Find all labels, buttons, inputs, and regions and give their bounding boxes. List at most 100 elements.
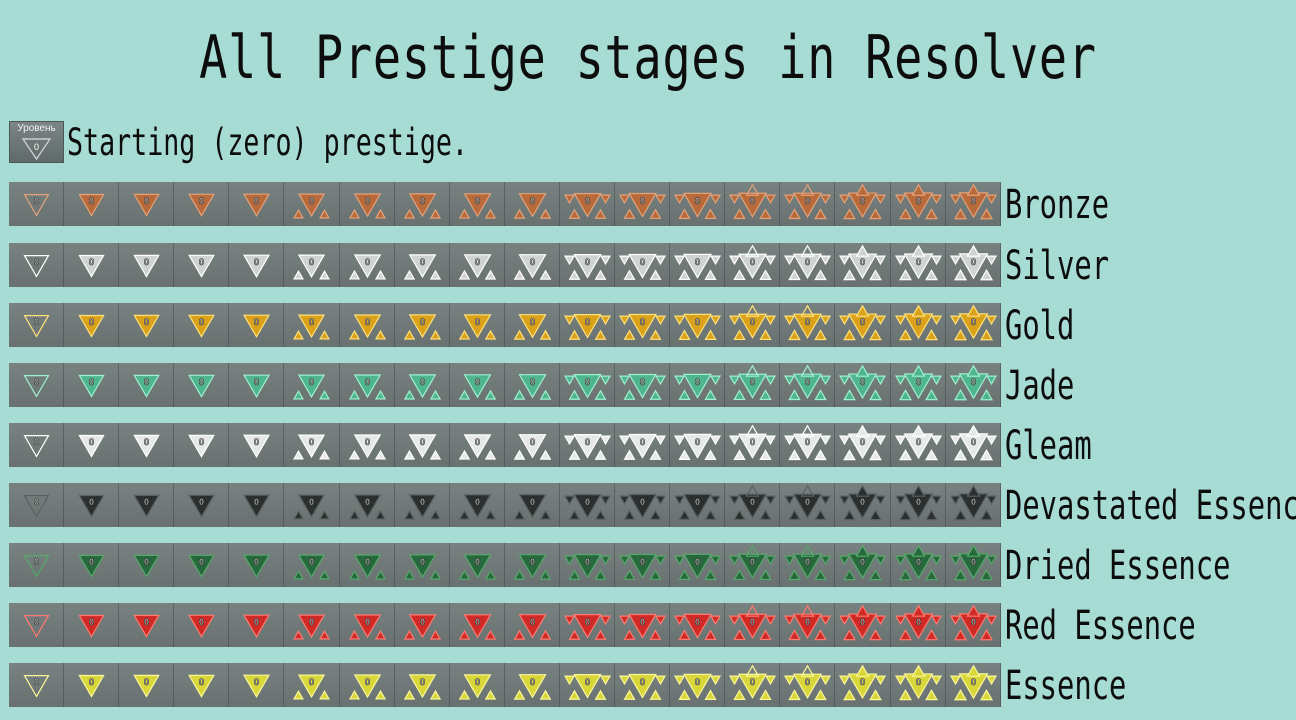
prestige-emblem-icon: 0 [188,554,216,578]
prestige-stage-icon: 0 [64,182,120,226]
level-number: 0 [971,677,976,687]
level-number: 0 [971,437,976,447]
level-number: 0 [695,437,700,447]
level-number: 0 [420,497,425,507]
prestige-emblem-icon: 0 [403,434,441,460]
level-number: 0 [971,257,976,267]
prestige-stage-icon: 0 [945,182,1001,226]
level-number: 0 [34,617,39,627]
prestige-stage-icon: 0 [559,663,616,707]
prestige-stage-icon: 0 [670,243,726,287]
prestige-stage-strip: 0 0 0 0 0 0 0 0 0 0 0 0 0 0 0 0 0 0 [9,483,1002,527]
level-number: 0 [860,497,865,507]
level-number: 0 [860,317,865,327]
prestige-stage-icon: 0 [615,543,671,587]
prestige-emblem-icon: 0 [23,555,50,578]
prestige-stage-icon: 0 [780,182,836,226]
prestige-stage-icon: 0 [835,303,891,347]
prestige-stage-icon: 0 [174,543,230,587]
prestige-emblem-icon: 0 [458,554,496,580]
prestige-stage-icon: 0 [504,423,560,467]
level-number: 0 [971,617,976,627]
prestige-stage-icon: 0 [64,303,120,347]
prestige-stage-icon: 0 [284,483,340,527]
level-number: 0 [475,437,480,447]
level-number: 0 [640,196,645,206]
level-number: 0 [365,557,370,567]
prestige-emblem-icon: 0 [348,314,386,340]
prestige-emblem-icon: 0 [403,674,441,700]
level-number: 0 [420,677,425,687]
level-number: 0 [860,437,865,447]
prestige-stage-icon: 0 [64,243,120,287]
prestige-stage-icon: 0 [615,303,671,347]
level-number: 0 [34,437,39,447]
level-number: 0 [585,437,590,447]
prestige-stage-icon: 0 [780,363,836,407]
prestige-stage-icon: 0 [890,663,946,707]
prestige-stage-icon: 0 [64,423,120,467]
prestige-emblem-icon: 0 [729,544,777,581]
prestige-emblem-icon: 0 [894,544,942,581]
level-number: 0 [750,377,755,387]
prestige-stage-icon: 0 [725,303,781,347]
level-number: 0 [750,557,755,567]
level-number: 0 [915,617,920,627]
prestige-emblem-icon: 0 [674,253,722,280]
prestige-stage-icon: 0 [504,182,560,226]
prestige-emblem-icon: 0 [674,673,722,700]
prestige-emblem-icon: 0 [348,434,386,460]
level-number: 0 [640,257,645,267]
level-number: 0 [805,257,810,267]
zero-prestige-triangle-icon: 0 [21,138,52,161]
prestige-stage-icon: 0 [835,182,891,226]
level-number: 0 [144,557,149,567]
level-number: 0 [420,196,425,206]
prestige-stage-icon: 0 [394,363,450,407]
prestige-emblem-icon: 0 [133,614,160,638]
level-number: 0 [34,196,39,206]
prestige-emblem-icon: 0 [23,255,50,278]
prestige-emblem-icon: 0 [563,313,611,340]
tier-name-label: Devastated Essence [1005,483,1296,529]
prestige-emblem-icon: 0 [618,433,667,460]
prestige-stage-icon: 0 [559,363,616,407]
level-number: 0 [640,317,645,327]
prestige-emblem-icon: 0 [839,183,887,220]
prestige-stage-strip: 0 0 0 0 0 0 0 0 0 0 0 0 0 0 0 0 0 0 [9,543,1002,587]
prestige-emblem-icon: 0 [784,304,832,341]
level-number: 0 [475,317,480,327]
prestige-stage-icon: 0 [119,363,175,407]
level-number: 0 [805,497,810,507]
prestige-stage-icon: 0 [9,423,65,467]
prestige-emblem-icon: 0 [348,674,386,700]
prestige-stage-icon: 0 [559,483,616,527]
prestige-stage-icon: 0 [670,483,726,527]
level-number: 0 [89,377,94,387]
prestige-emblem-icon: 0 [894,244,942,281]
prestige-emblem-icon: 0 [513,193,552,219]
level-number: 0 [199,497,204,507]
prestige-stage-icon: 0 [449,423,505,467]
level-number: 0 [475,557,480,567]
prestige-emblem-icon: 0 [674,433,722,460]
prestige-emblem-icon: 0 [513,494,552,520]
prestige-stage-icon: 0 [229,363,285,407]
prestige-emblem-icon: 0 [839,484,887,521]
level-number: 0 [199,317,204,327]
prestige-stage-icon: 0 [9,243,65,287]
level-number: 0 [475,196,480,206]
prestige-stage-icon: 0 [119,243,175,287]
prestige-emblem-icon: 0 [894,484,942,521]
prestige-stage-icon: 0 [670,663,726,707]
prestige-emblem-icon: 0 [293,554,331,580]
prestige-stage-icon: 0 [559,243,616,287]
prestige-stage-icon: 0 [284,182,340,226]
prestige-emblem-icon: 0 [403,554,441,580]
level-number: 0 [585,257,590,267]
prestige-stage-icon: 0 [449,543,505,587]
level-number: 0 [640,557,645,567]
prestige-emblem-icon: 0 [243,374,271,398]
prestige-emblem-icon: 0 [513,434,552,460]
prestige-stage-strip: 0 0 0 0 0 0 0 0 0 0 0 0 0 0 0 0 0 0 [9,243,1002,287]
